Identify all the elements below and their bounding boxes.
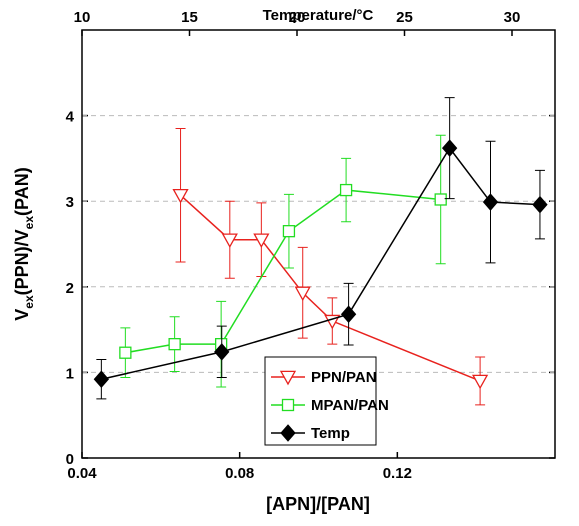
legend-label: Temp xyxy=(311,425,350,442)
y-tick-label: 1 xyxy=(66,365,74,382)
marker xyxy=(93,370,110,389)
series-line xyxy=(101,146,540,380)
marker xyxy=(172,188,189,204)
marker xyxy=(214,343,230,361)
x-tick-label: 0.04 xyxy=(67,465,97,482)
legend-marker xyxy=(281,398,295,412)
y-tick-label: 2 xyxy=(66,280,74,297)
marker xyxy=(340,305,357,323)
x2-tick-label: 25 xyxy=(396,9,413,26)
marker xyxy=(441,139,458,157)
series-line xyxy=(180,194,481,382)
x-axis-title: [APN]/[PAN] xyxy=(266,494,370,514)
y-label-part: (PAN) xyxy=(12,167,32,216)
marker xyxy=(119,346,132,359)
marker xyxy=(532,195,548,214)
x-tick-label: 0.12 xyxy=(383,465,412,482)
y-tick-label: 0 xyxy=(66,451,74,468)
y-axis-title: Vex(PPN)/Vex(PAN) xyxy=(12,167,36,320)
y-label-part: (PPN)/V xyxy=(12,229,32,295)
y-tick-label: 3 xyxy=(66,194,74,211)
marker xyxy=(221,233,238,249)
marker xyxy=(482,193,499,211)
y-tick-label: 4 xyxy=(66,109,75,126)
marker xyxy=(434,193,447,206)
marker xyxy=(253,233,270,249)
marker xyxy=(339,183,353,197)
legend-label: MPAN/PAN xyxy=(311,397,389,414)
x-tick-label: 0.08 xyxy=(225,465,254,482)
legend-marker xyxy=(280,424,296,442)
marker xyxy=(282,225,296,238)
plot-frame xyxy=(81,29,556,459)
marker xyxy=(168,338,181,351)
series-line xyxy=(125,189,441,354)
x2-tick-label: 30 xyxy=(504,9,521,26)
x2-tick-label: 10 xyxy=(74,9,91,26)
y-label-part: ex xyxy=(22,216,36,230)
x2-tick-label: 20 xyxy=(289,9,306,26)
x2-axis-title: Temperature/°C xyxy=(263,7,374,24)
x2-tick-label: 15 xyxy=(181,9,198,26)
legend-marker xyxy=(279,370,297,386)
marker xyxy=(294,286,311,302)
legend-label: PPN/PAN xyxy=(311,369,377,386)
y-label-part: ex xyxy=(22,295,36,309)
y-label-part: V xyxy=(12,309,32,321)
marker xyxy=(472,374,489,390)
